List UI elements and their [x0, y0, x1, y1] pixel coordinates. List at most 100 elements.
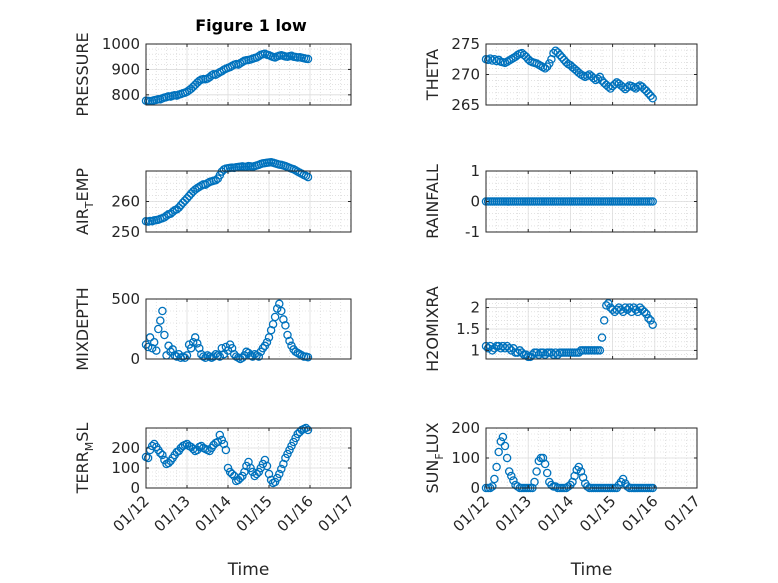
y-tick-label: 100: [451, 449, 480, 467]
data-point: [182, 194, 192, 203]
data-point: [277, 464, 286, 474]
data-point: [490, 344, 499, 353]
data-point: [496, 437, 506, 446]
y-tick-label: 275: [451, 35, 480, 53]
data-point: [285, 336, 294, 346]
data-point: [564, 482, 573, 491]
data-point: [303, 352, 313, 362]
data-point: [193, 339, 202, 348]
data-point: [283, 449, 292, 459]
data-point: [188, 337, 198, 347]
data-point: [492, 462, 501, 472]
axes-air_temp: 250 260 AIRTEMP: [73, 157, 352, 241]
data-point: [227, 469, 237, 479]
data-point: [238, 471, 247, 481]
y-tick-label: 270: [451, 66, 480, 84]
data-point: [507, 471, 516, 481]
data-point: [532, 348, 541, 357]
data-point: [242, 461, 251, 471]
data-point: [633, 307, 643, 317]
data-point: [272, 304, 282, 313]
data-point: [534, 60, 544, 69]
data-point: [599, 316, 609, 325]
data-point: [519, 50, 529, 60]
data-point: [507, 55, 516, 64]
y-tick-label: 0: [470, 193, 480, 211]
y-tick-label: 1000: [102, 35, 140, 53]
data-point: [258, 343, 268, 353]
data-point: [154, 324, 163, 334]
data-point: [281, 453, 290, 463]
data-point: [648, 197, 657, 206]
data-point: [174, 203, 184, 212]
y-tick-label: 260: [111, 193, 140, 211]
data-point: [604, 299, 613, 308]
data-point: [642, 309, 651, 319]
data-point: [555, 50, 565, 60]
data-point: [502, 453, 512, 463]
y-tick-label: 200: [451, 419, 480, 437]
data-point: [595, 346, 605, 355]
y-tick-label: 200: [111, 439, 140, 457]
data-point: [285, 445, 294, 455]
data-point: [303, 425, 313, 435]
data-point: [246, 463, 255, 473]
data-point: [483, 344, 493, 353]
data-point: [281, 321, 290, 330]
data-point: [526, 352, 535, 362]
y-axis-label-main: TERR: [73, 451, 92, 494]
series-terr_msl: [141, 423, 313, 488]
data-point: [498, 432, 508, 442]
y-tick-label: 1.5: [456, 320, 480, 338]
data-point: [270, 477, 280, 487]
data-point: [172, 352, 182, 361]
data-point: [215, 352, 225, 361]
data-point: [221, 445, 231, 455]
data-point: [646, 316, 655, 325]
data-point: [646, 91, 655, 101]
axes-theta: 265 270 275 THETA: [423, 35, 698, 114]
data-point: [262, 337, 272, 347]
data-point: [201, 353, 210, 363]
x-axis-label: Time: [227, 560, 270, 580]
axes-mixdepth: 0 500 MIXDEPTH: [73, 287, 352, 371]
series-mixdepth: [141, 299, 313, 364]
y-axis-label: SUNFLUX: [423, 422, 446, 493]
data-point: [644, 314, 653, 323]
data-point: [149, 337, 159, 347]
data-point: [180, 353, 190, 363]
data-point: [616, 305, 626, 314]
data-point: [509, 476, 518, 485]
data-point: [642, 86, 651, 96]
y-axis-label-main: H2OMIXRA: [423, 286, 442, 372]
data-point: [195, 76, 204, 86]
data-point: [504, 467, 514, 476]
data-point: [164, 458, 173, 468]
data-point: [490, 474, 499, 484]
data-point: [610, 80, 619, 89]
axes-frame: [145, 298, 352, 360]
data-point: [631, 305, 641, 314]
data-point: [494, 447, 503, 457]
y-tick-label: 100: [111, 459, 140, 477]
data-point: [209, 352, 218, 361]
y-tick-label: 250: [111, 223, 140, 241]
data-point: [248, 352, 257, 361]
data-point: [158, 306, 167, 316]
y-axis-label-main: RAINFALL: [423, 164, 442, 239]
data-point: [254, 352, 264, 361]
data-point: [254, 467, 264, 477]
y-tick-label: 1: [470, 341, 480, 359]
y-tick-label: 2: [470, 299, 480, 317]
data-point: [618, 307, 628, 317]
axes-h2omixra: 1 1.5 2 H2OMIXRA: [423, 286, 698, 372]
data-point: [648, 94, 657, 103]
data-point: [589, 73, 598, 83]
data-point: [545, 59, 554, 68]
y-axis-label-main: AIR: [73, 208, 92, 235]
data-point: [147, 441, 157, 451]
y-axis-label: TERRMSL: [73, 423, 96, 495]
series-theta: [481, 46, 657, 103]
axes-rainfall: -1 0 1 RAINFALL: [423, 162, 698, 241]
